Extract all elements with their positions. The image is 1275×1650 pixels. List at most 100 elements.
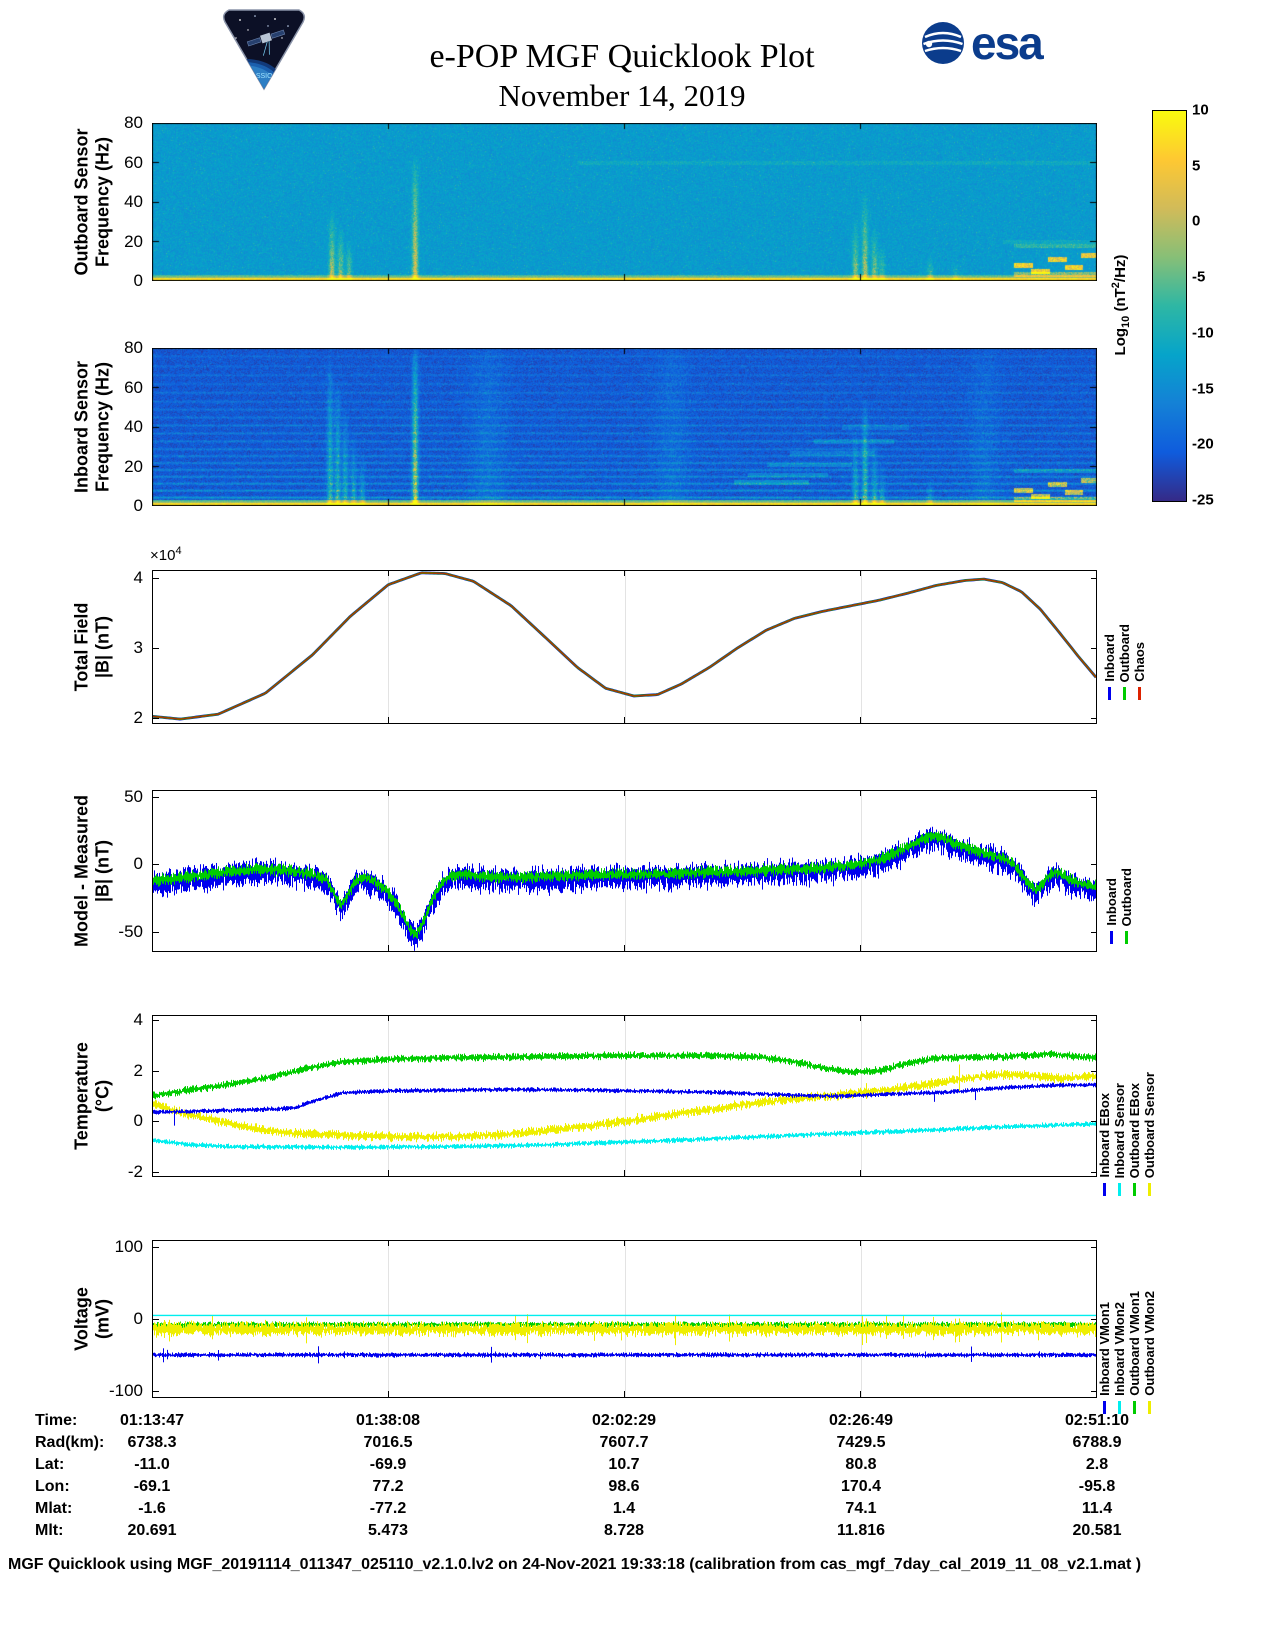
- legend-mark: [1138, 687, 1141, 700]
- axis-value: 7016.5: [363, 1434, 413, 1451]
- colorbar-label-prefix: Log: [1112, 327, 1129, 356]
- ylabel-inboard-spectrogram: Inboard Sensor Frequency (Hz): [71, 360, 112, 494]
- legend-mark: [1148, 1183, 1151, 1196]
- total-field-exponent: ×104: [150, 545, 182, 564]
- ytick-label-inboard-spectrogram: 40: [124, 417, 143, 436]
- figure-title: e-POP MGF Quicklook Plot: [429, 38, 815, 75]
- legend-entry: Chaos: [1132, 572, 1147, 700]
- legend-entry: Outboard VMon2: [1142, 1242, 1157, 1414]
- legend-label: Outboard: [1119, 867, 1134, 927]
- chart-canvas-model-minus-measured: [152, 790, 1097, 952]
- legend-label: Inboard EBox: [1097, 1093, 1112, 1178]
- mission-logo-text: CASSIOPE: [246, 73, 282, 80]
- ytick-label-temperature: 2: [133, 1060, 143, 1080]
- ytick-label-outboard-spectrogram: 20: [124, 231, 143, 251]
- axis-value: 01:13:47: [119, 1412, 185, 1429]
- legend-mark: [1108, 687, 1111, 700]
- ylabel-outboard-spectrogram: Outboard Sensor Frequency (Hz): [71, 128, 112, 276]
- legend-temperature: Inboard EBox Inboard Sensor Outboard EBox O…: [1097, 1012, 1157, 1196]
- ytick-label-temperature: 0: [133, 1111, 143, 1131]
- axis-value: 20.691: [127, 1522, 177, 1539]
- ytick-label-inboard-spectrogram: 20: [124, 456, 143, 476]
- ytick-label-inboard-spectrogram: 60: [124, 377, 143, 397]
- axis-row-label: Rad(km):: [35, 1434, 105, 1451]
- satellite-icon: [246, 29, 286, 56]
- legend-label: Outboard VMon1: [1127, 1291, 1142, 1396]
- chart-canvas-voltage: [152, 1240, 1097, 1398]
- legend-label: Inboard: [1102, 634, 1117, 682]
- axis-value: 02:02:29: [591, 1412, 657, 1429]
- colorbar-tick-label: -5: [1192, 268, 1206, 286]
- colorbar-tick-label: -10: [1192, 324, 1214, 342]
- footer-text: MGF Quicklook using MGF_20191114_011347_…: [8, 1556, 1142, 1573]
- legend-entry: Outboard Sensor: [1142, 1012, 1157, 1196]
- legend-label: Outboard EBox: [1127, 1082, 1142, 1178]
- legend-model-minus-measured: Inboard Outboard: [1104, 820, 1134, 944]
- axis-value: 01:38:08: [355, 1412, 421, 1429]
- legend-mark: [1103, 1183, 1106, 1196]
- legend-label: Inboard VMon1: [1097, 1302, 1112, 1396]
- legend-mark: [1125, 931, 1128, 944]
- colorbar-tick-label: 0: [1192, 212, 1201, 230]
- ytick-label-model-minus-measured: 50: [124, 786, 143, 806]
- axis-value: 8.728: [603, 1522, 645, 1539]
- legend-entry: Outboard VMon1: [1127, 1242, 1142, 1414]
- axis-value: 1.4: [612, 1500, 636, 1517]
- axis-value: 10.7: [608, 1456, 640, 1473]
- esa-logo-text: esa: [971, 17, 1044, 69]
- colorbar: [1152, 110, 1187, 502]
- colorbar-tick-label: -15: [1192, 380, 1214, 398]
- ylabel-total-field: Total Field |B| (nT): [71, 602, 112, 692]
- legend-mark: [1110, 931, 1113, 944]
- legend-mark: [1118, 1183, 1121, 1196]
- ytick-label-outboard-spectrogram: 40: [124, 192, 143, 211]
- colorbar-label: Log10 (nT2/Hz): [1110, 255, 1132, 356]
- axis-value: 7607.7: [599, 1434, 649, 1451]
- ytick-label-total-field: 2: [133, 707, 143, 727]
- ytick-label-voltage: 0: [133, 1309, 143, 1328]
- legend-mark: [1103, 1401, 1106, 1414]
- ytick-label-model-minus-measured: 0: [133, 854, 143, 874]
- legend-entry: Inboard VMon2: [1112, 1242, 1127, 1414]
- legend-entry: Inboard: [1102, 572, 1117, 700]
- axis-value: -1.6: [138, 1500, 166, 1517]
- legend-label: Inboard: [1104, 878, 1119, 926]
- chart-canvas-total-field: [152, 570, 1097, 724]
- ytick-label-total-field: 4: [133, 567, 143, 587]
- legend-entry: Inboard Sensor: [1112, 1012, 1127, 1196]
- exponent-base: ×10: [150, 547, 176, 564]
- esa-logo: esa: [920, 17, 1044, 69]
- legend-mark: [1148, 1401, 1151, 1414]
- axis-value: 11.816: [836, 1522, 886, 1539]
- legend-mark: [1123, 687, 1126, 700]
- axis-value: 02:51:10: [1064, 1412, 1130, 1429]
- colorbar-tick-label: 5: [1192, 157, 1201, 175]
- chart-canvas-inboard-spectrogram: [152, 348, 1097, 506]
- legend-voltage: Inboard VMon1 Inboard VMon2 Outboard VMon1…: [1097, 1242, 1157, 1414]
- axis-row-label: Time:: [35, 1412, 78, 1429]
- axis-value: 11.4: [1081, 1500, 1113, 1517]
- axis-value: 98.6: [608, 1478, 640, 1495]
- legend-label: Outboard: [1117, 623, 1132, 683]
- axis-value: 170.4: [840, 1478, 882, 1495]
- chart-canvas-outboard-spectrogram: [152, 123, 1097, 281]
- axis-value: 5.473: [367, 1522, 409, 1539]
- ytick-label-inboard-spectrogram: 80: [124, 338, 143, 357]
- axis-value: -69.9: [369, 1456, 407, 1473]
- esa-globe-icon: [922, 22, 964, 64]
- legend-entry: Outboard: [1117, 572, 1132, 700]
- ylabel-temperature: Temperature (°C): [71, 1042, 112, 1150]
- legend-entry: Inboard EBox: [1097, 1012, 1112, 1196]
- colorbar-label-suffix: /Hz): [1112, 254, 1129, 283]
- chart-canvas-temperature: [152, 1015, 1097, 1177]
- ytick-label-outboard-spectrogram: 60: [124, 152, 143, 172]
- ylabel-voltage: Voltage (mV): [71, 1287, 112, 1351]
- axis-value: 20.581: [1072, 1522, 1122, 1539]
- ytick-label-total-field: 3: [133, 637, 143, 657]
- exponent-power: 4: [175, 545, 182, 557]
- colorbar-label-sub: 10: [1120, 315, 1132, 328]
- ytick-label-inboard-spectrogram: 0: [133, 496, 143, 515]
- axis-value: 7429.5: [836, 1434, 886, 1451]
- colorbar-tick-label: -20: [1192, 435, 1214, 453]
